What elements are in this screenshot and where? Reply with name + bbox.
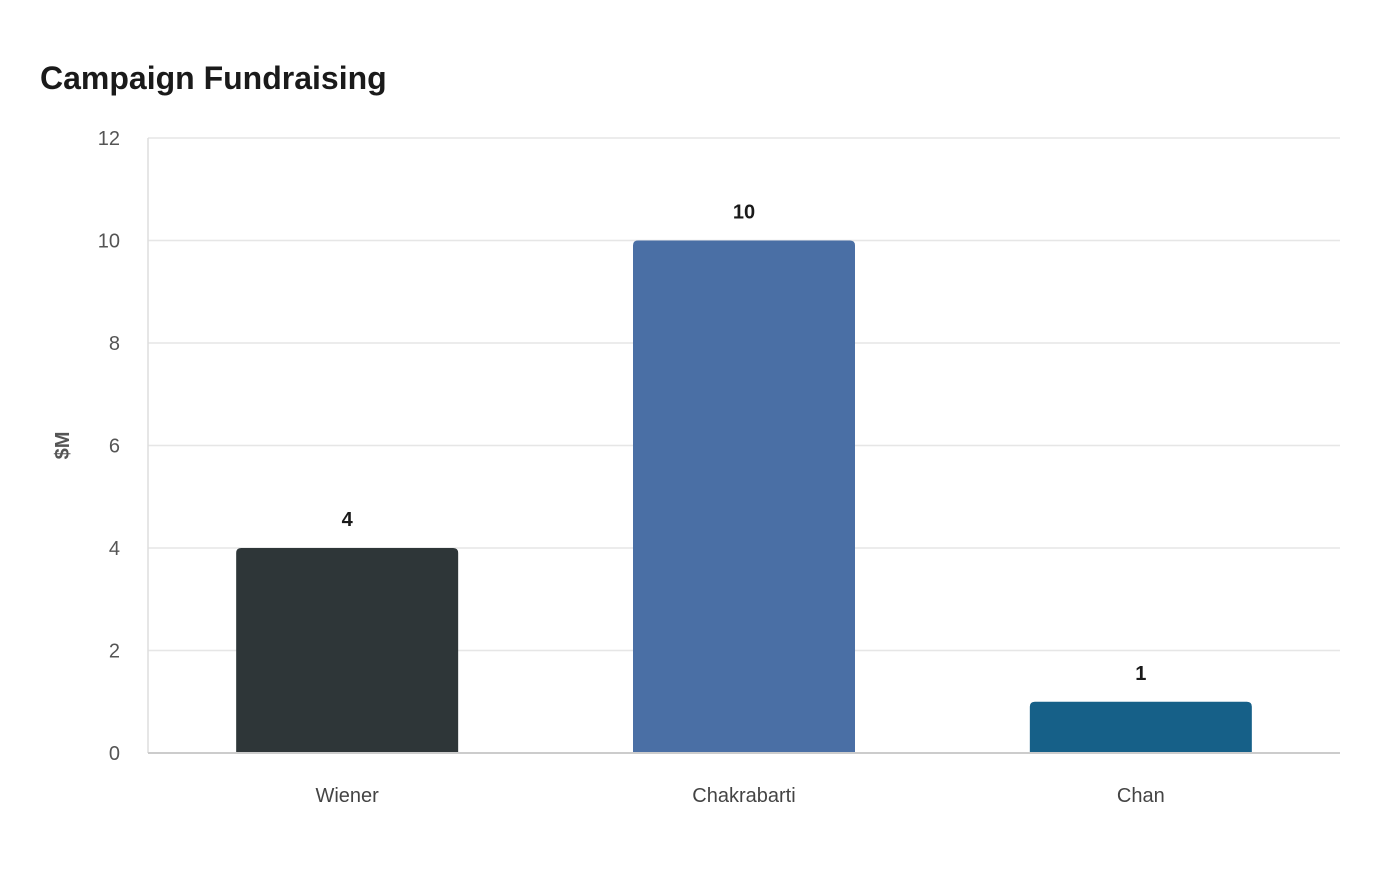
data-label-chakrabarti: 10 <box>733 202 755 224</box>
x-axis-categories: Wiener Chakrabarti Chan <box>315 785 1164 807</box>
y-tick-label: 12 <box>98 128 120 150</box>
data-labels: 4 10 1 <box>342 202 1147 685</box>
y-axis-ticks: 0 2 4 6 8 10 12 <box>98 128 120 765</box>
y-tick-label: 2 <box>109 641 120 663</box>
bar-chan <box>1029 701 1252 753</box>
bars <box>236 240 1252 753</box>
data-label-chan: 1 <box>1135 663 1146 685</box>
chart-title: Campaign Fundraising <box>40 60 387 96</box>
category-label-wiener: Wiener <box>315 785 379 807</box>
category-label-chakrabarti: Chakrabarti <box>692 785 795 807</box>
bar-chakrabarti <box>633 240 855 753</box>
y-tick-label: 4 <box>109 538 120 560</box>
data-label-wiener: 4 <box>342 509 354 531</box>
category-label-chan: Chan <box>1117 785 1165 807</box>
y-tick-label: 0 <box>109 743 120 765</box>
bar-wiener <box>236 548 459 753</box>
y-axis-title: $M <box>52 432 74 460</box>
y-tick-label: 10 <box>98 231 120 253</box>
y-tick-label: 6 <box>109 436 120 458</box>
y-tick-label: 8 <box>109 333 120 355</box>
